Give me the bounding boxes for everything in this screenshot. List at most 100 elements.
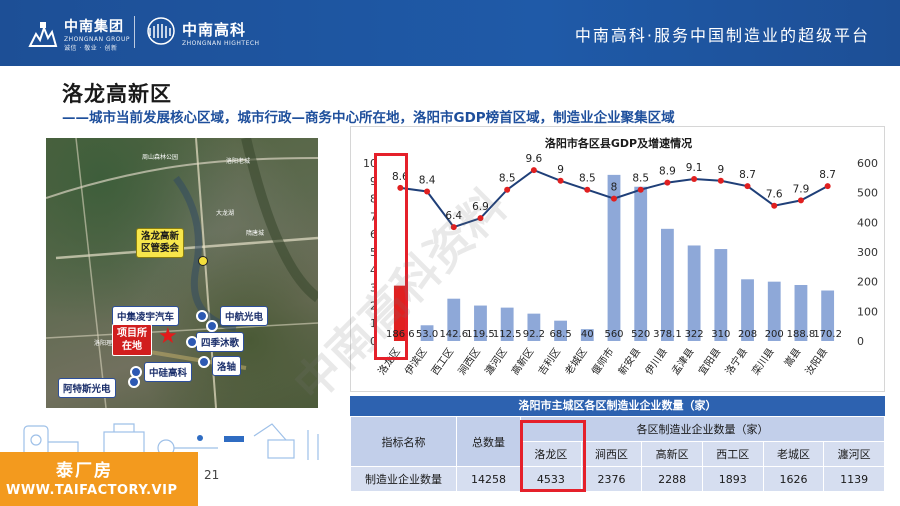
bar-value-label: 200 [765, 329, 784, 340]
company-label-5: 中硅高科 [144, 362, 193, 382]
bar-value-label: 68.5 [549, 329, 571, 340]
zhongnan-group-logo-icon [28, 20, 58, 48]
page-number: 21 [204, 468, 220, 482]
category-label: 伊川县 [643, 346, 670, 377]
zhongnan-hightech-logo-icon [146, 16, 176, 50]
company-label-6: 阿特斯光电 [58, 378, 116, 398]
row-value-3: 2288 [641, 466, 703, 492]
gdp-bar [634, 186, 648, 341]
header-slogan: 中南高科·服务中国制造业的超级平台 [574, 26, 870, 45]
category-label: 瀍河区 [482, 345, 510, 377]
growth-point [637, 186, 644, 193]
right-tick-label: 400 [857, 216, 878, 229]
district-header-4: 西工区 [701, 441, 764, 467]
growth-value-label: 8.7 [819, 169, 836, 181]
growth-value-label: 9 [557, 164, 564, 176]
chart-title: 洛阳市各区县GDP及增速情况 [544, 137, 693, 150]
luolong-table-highlight [520, 420, 586, 492]
logo1-en: ZHONGNAN GROUP [64, 36, 131, 43]
company-pin-1 [196, 310, 208, 322]
category-label: 宜阳县 [695, 345, 723, 377]
bar-value-label: 208 [738, 329, 757, 340]
gdp-bar [527, 313, 541, 341]
logo1-cn: 中南集团 [64, 19, 124, 35]
growth-point [797, 197, 804, 204]
district-header-2: 涧西区 [580, 441, 643, 467]
bar-value-label: 310 [711, 329, 730, 340]
company-label-1: 中集凌宇汽车 [112, 306, 180, 326]
zhongnan-hightech-logo: 中南高科 ZHONGNAN HIGHTECH [146, 16, 260, 50]
map-place-4: 隋唐城 [246, 230, 265, 237]
admin-marker [198, 256, 208, 266]
growth-point [397, 184, 404, 191]
category-label: 嵩县 [782, 346, 803, 369]
table-subheader-row: 洛龙区 涧西区 高新区 西工区 老城区 瀍河区 [351, 441, 885, 467]
gdp-chart: 洛阳市各区县GDP及增速情况 0 1 2 3 4 5 6 7 8 9 10 0 100 200 300 400… [350, 126, 885, 392]
zhongnan-group-logo: 中南集团 ZHONGNAN GROUP 诚信 · 敬业 · 创新 [28, 16, 130, 52]
growth-value-label: 9.6 [526, 153, 543, 165]
row-value-4: 1893 [701, 466, 764, 492]
gdp-bar [447, 298, 461, 341]
growth-value-label: 9.1 [686, 162, 703, 174]
admin-committee-text: 洛龙高新 区管委会 [141, 231, 180, 254]
growth-point [584, 186, 591, 193]
gdp-bar [714, 249, 728, 341]
left-tick-label: 1 [370, 317, 377, 330]
right-tick-label: 300 [857, 246, 878, 259]
category-label: 新安县 [615, 345, 643, 377]
bar-value-label: 53.0 [416, 329, 438, 340]
right-tick-label: 500 [857, 187, 878, 200]
gdp-bar [821, 290, 835, 341]
header-bar: 中南集团 ZHONGNAN GROUP 诚信 · 敬业 · 创新 中南高科 ZH… [0, 0, 900, 66]
table-title: 洛阳市主城区各区制造业企业数量（家） [350, 396, 885, 416]
row-value-5: 1626 [762, 466, 825, 492]
bar-value-label: 188.8 [787, 329, 816, 340]
project-location-text: 项目所 在地 [117, 328, 147, 352]
bar-value-label: 119.5 [466, 329, 495, 340]
bar-value-label: 520 [631, 329, 650, 340]
gdp-bar [420, 325, 434, 341]
growth-point [691, 176, 698, 183]
taifactory-banner[interactable]: 泰厂房 WWW.TAIFACTORY.VIP [0, 452, 198, 506]
gdp-chart-svg: 0123456789100100200300400500600186.6洛龙区5… [363, 153, 878, 377]
growth-value-label: 9 [717, 164, 724, 176]
company-label-3: 四季沐歌 [196, 332, 245, 352]
growth-point [450, 224, 457, 231]
growth-value-label: 8.9 [659, 166, 676, 178]
gdp-bar [554, 320, 567, 341]
left-tick-label: 5 [370, 246, 377, 259]
luolong-highlight-box [374, 153, 408, 360]
left-tick-label: 4 [370, 264, 377, 277]
growth-value-label: 7.6 [766, 189, 783, 201]
bar-value-label: 92.2 [523, 329, 545, 340]
growth-value-label: 6.9 [472, 201, 489, 213]
gdp-bar [500, 307, 514, 341]
district-header-3: 高新区 [641, 441, 703, 467]
category-label: 高新区 [508, 345, 536, 377]
bar-value-label: 170.2 [813, 329, 842, 340]
banner-url: WWW.TAIFACTORY.VIP [6, 483, 178, 498]
gdp-bar [393, 285, 407, 341]
row-name: 制造业企业数量 [350, 466, 457, 492]
growth-value-label: 8.4 [419, 174, 436, 186]
category-label: 孟津县 [670, 346, 697, 377]
table-row: 制造业企业数量 14258 4533 2376 2288 1893 1626 1… [350, 466, 885, 492]
growth-point [530, 167, 537, 174]
growth-point [824, 183, 831, 190]
left-tick-label: 8 [370, 193, 377, 206]
gdp-bar [474, 305, 487, 341]
row-value-6: 1139 [823, 466, 885, 492]
gdp-bar [661, 228, 674, 341]
growth-value-label: 8.6 [392, 171, 409, 183]
company-pin-3 [186, 336, 198, 348]
growth-value-label: 8.5 [632, 173, 649, 185]
map-place-2: 洛阳老城 [226, 158, 251, 165]
growth-point [424, 188, 431, 195]
project-star-icon: ★ [158, 324, 178, 349]
category-label: 洛宁县 [722, 345, 750, 377]
left-tick-label: 2 [370, 299, 377, 312]
banner-brand: 泰厂房 [56, 461, 113, 481]
gdp-bar [767, 281, 781, 341]
district-header-5: 老城区 [762, 441, 825, 467]
satellite-map: 周山森林公园 洛阳老城 大龙湖 隋唐城 洛阳理工学院 洛龙高新 区管委会 中集凌… [46, 138, 318, 408]
